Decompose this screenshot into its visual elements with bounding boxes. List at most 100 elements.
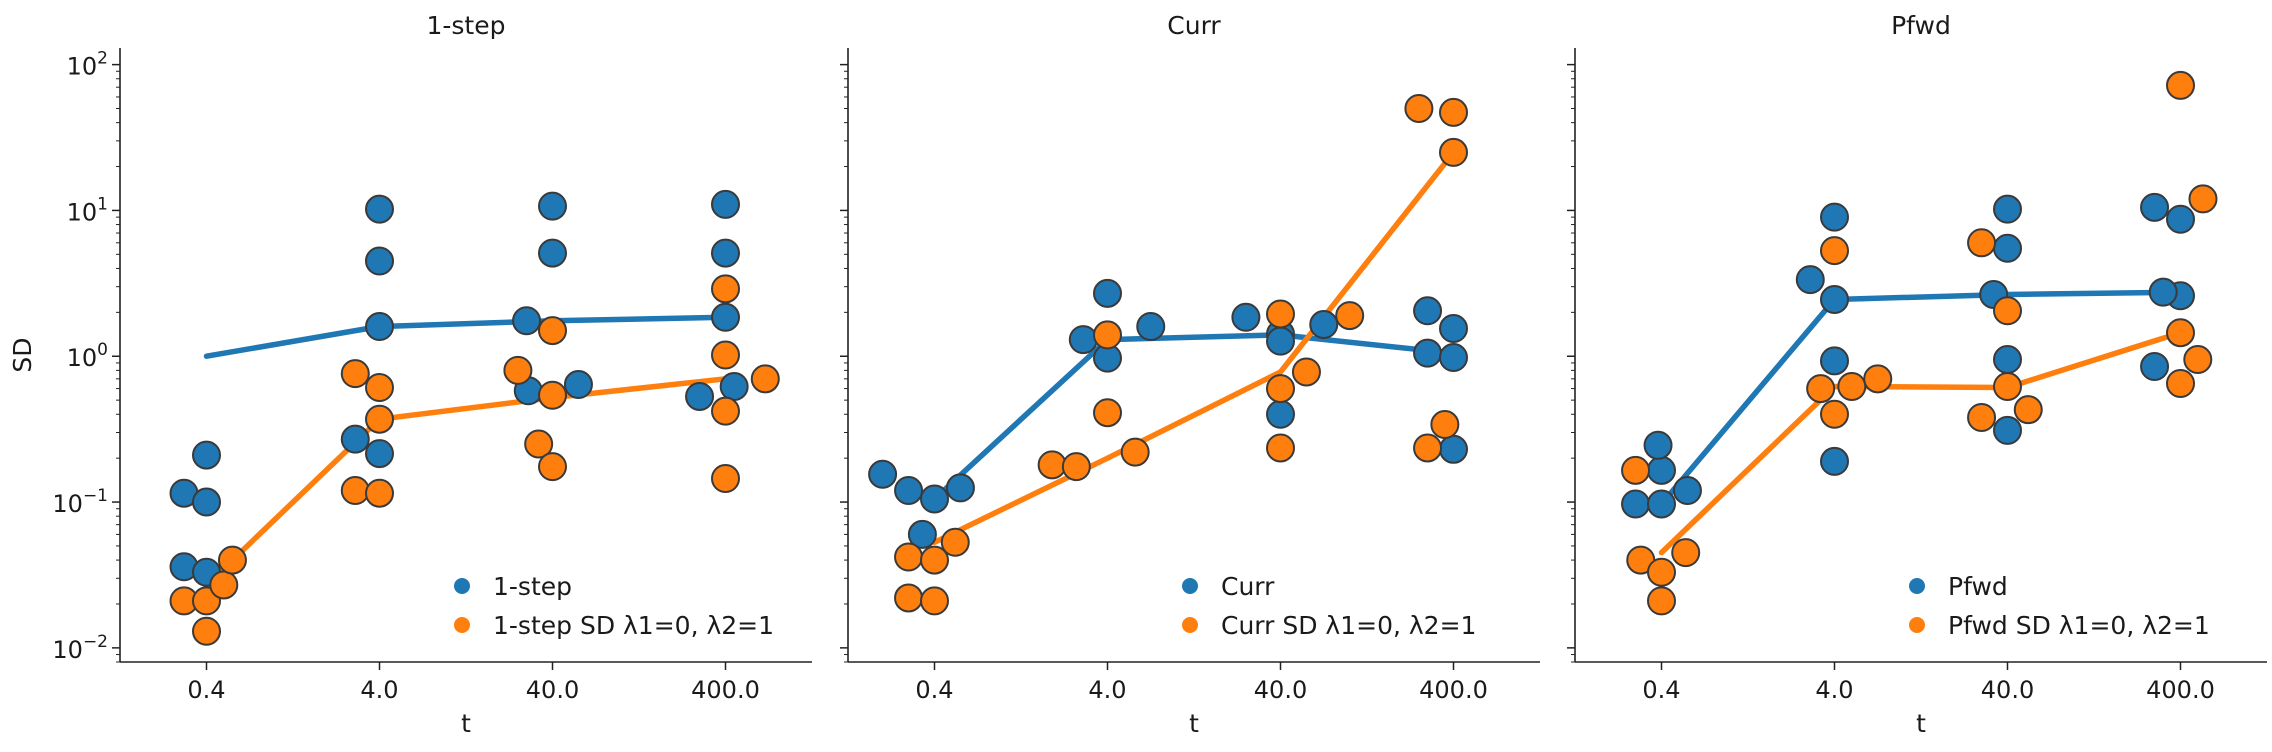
- x-tick-label: 4.0: [1815, 676, 1853, 704]
- subplot-title: Curr: [1167, 11, 1221, 40]
- mean-line-base: [931, 332, 1457, 502]
- data-point: [1335, 301, 1365, 331]
- legend-marker: [1909, 578, 1925, 594]
- mean-line-base: [203, 314, 729, 359]
- data-point: [1643, 430, 1673, 460]
- data-point: [1820, 202, 1849, 232]
- y-tick-label: 10−1: [52, 486, 108, 518]
- x-axis-label: t: [1916, 709, 1926, 738]
- data-point: [920, 586, 949, 616]
- legend-marker: [1909, 617, 1925, 633]
- legend-entry: Curr SD λ1=0, λ2=1: [1221, 611, 1476, 640]
- subplot-3: 0.4 4.0 40.0 400.0 Pfwd t Pfwd Pfwd SD λ1=0, λ2…: [1567, 11, 2267, 738]
- data-point: [1672, 476, 1702, 506]
- x-tick-label: 0.4: [915, 676, 953, 704]
- data-point: [1820, 346, 1849, 376]
- data-point: [1413, 338, 1443, 368]
- data-point: [711, 396, 740, 426]
- data-point: [340, 476, 370, 506]
- x-tick-label: 4.0: [1088, 676, 1126, 704]
- data-point: [1993, 415, 2022, 445]
- data-point: [711, 302, 740, 332]
- data-point: [1093, 278, 1122, 308]
- data-point: [524, 429, 554, 459]
- data-point: [1266, 399, 1295, 429]
- y-axis-label: SD: [8, 337, 37, 372]
- data-point: [1136, 311, 1166, 341]
- data-point: [2166, 70, 2195, 100]
- legend-marker: [454, 578, 470, 594]
- data-point: [1120, 437, 1150, 467]
- data-point: [894, 583, 924, 613]
- data-point: [563, 370, 593, 400]
- data-point: [2140, 192, 2170, 222]
- subplot-title: Pfwd: [1891, 11, 1951, 40]
- subplot-title: 1-step: [426, 11, 505, 40]
- data-point: [538, 452, 567, 482]
- data-point: [894, 542, 924, 572]
- x-tick-label: 400.0: [1419, 676, 1488, 704]
- data-point: [2140, 352, 2170, 382]
- data-point: [1820, 399, 1849, 429]
- data-point: [920, 484, 949, 514]
- data-point: [217, 545, 247, 575]
- data-point: [1439, 313, 1468, 343]
- legend-entry: 1-step SD λ1=0, λ2=1: [493, 611, 774, 640]
- data-point: [1404, 94, 1434, 124]
- data-point: [1837, 372, 1867, 402]
- y-tick-label: 102: [67, 49, 108, 81]
- legend-entry: Curr: [1221, 572, 1275, 601]
- mean-line-sd: [931, 149, 1457, 546]
- x-axis-label: t: [461, 709, 471, 738]
- data-point: [1413, 433, 1443, 463]
- data-point: [1647, 489, 1676, 519]
- legend-marker: [1182, 578, 1198, 594]
- data-point: [209, 570, 239, 600]
- mean-line-sd: [203, 376, 729, 588]
- data-point: [711, 238, 740, 268]
- x-tick-label: 0.4: [187, 676, 225, 704]
- data-point: [538, 191, 567, 221]
- data-point: [685, 381, 715, 411]
- data-point: [365, 194, 394, 224]
- data-point: [711, 464, 740, 494]
- subplot-2: 0.4 4.0 40.0 400.0 Curr t Curr Curr SD λ1=0, λ2…: [840, 11, 1540, 738]
- data-point: [1037, 450, 1067, 480]
- data-point: [907, 519, 937, 549]
- data-point: [1309, 310, 1339, 340]
- data-point: [340, 424, 370, 454]
- legend-entry: 1-step: [493, 572, 572, 601]
- legend-marker: [454, 617, 470, 633]
- data-point: [1266, 326, 1295, 356]
- data-point: [1621, 455, 1651, 485]
- data-point: [192, 440, 221, 470]
- legend-entry: Pfwd: [1948, 572, 2008, 601]
- data-point: [711, 189, 740, 219]
- x-tick-label: 4.0: [360, 676, 398, 704]
- data-point: [1820, 236, 1849, 266]
- data-point: [340, 359, 370, 389]
- data-point: [1993, 296, 2022, 326]
- data-point: [1647, 455, 1676, 485]
- x-axis-label: t: [1189, 709, 1199, 738]
- data-point: [1806, 374, 1836, 404]
- data-point: [1820, 284, 1849, 314]
- x-tick-label: 40.0: [1254, 676, 1307, 704]
- data-point: [1993, 194, 2022, 224]
- x-tick-label: 40.0: [526, 676, 579, 704]
- data-point: [1266, 299, 1295, 329]
- data-point: [1231, 302, 1261, 332]
- data-point: [365, 311, 394, 341]
- data-point: [1068, 325, 1098, 355]
- data-point: [2166, 369, 2195, 399]
- data-point: [1621, 489, 1651, 519]
- data-point: [1291, 357, 1321, 387]
- data-point: [940, 527, 970, 557]
- y-tick-label: 100: [67, 340, 108, 372]
- data-point: [1266, 433, 1295, 463]
- data-point: [365, 373, 394, 403]
- data-point: [2148, 277, 2178, 307]
- data-point: [1967, 228, 1997, 258]
- data-point: [2183, 344, 2213, 374]
